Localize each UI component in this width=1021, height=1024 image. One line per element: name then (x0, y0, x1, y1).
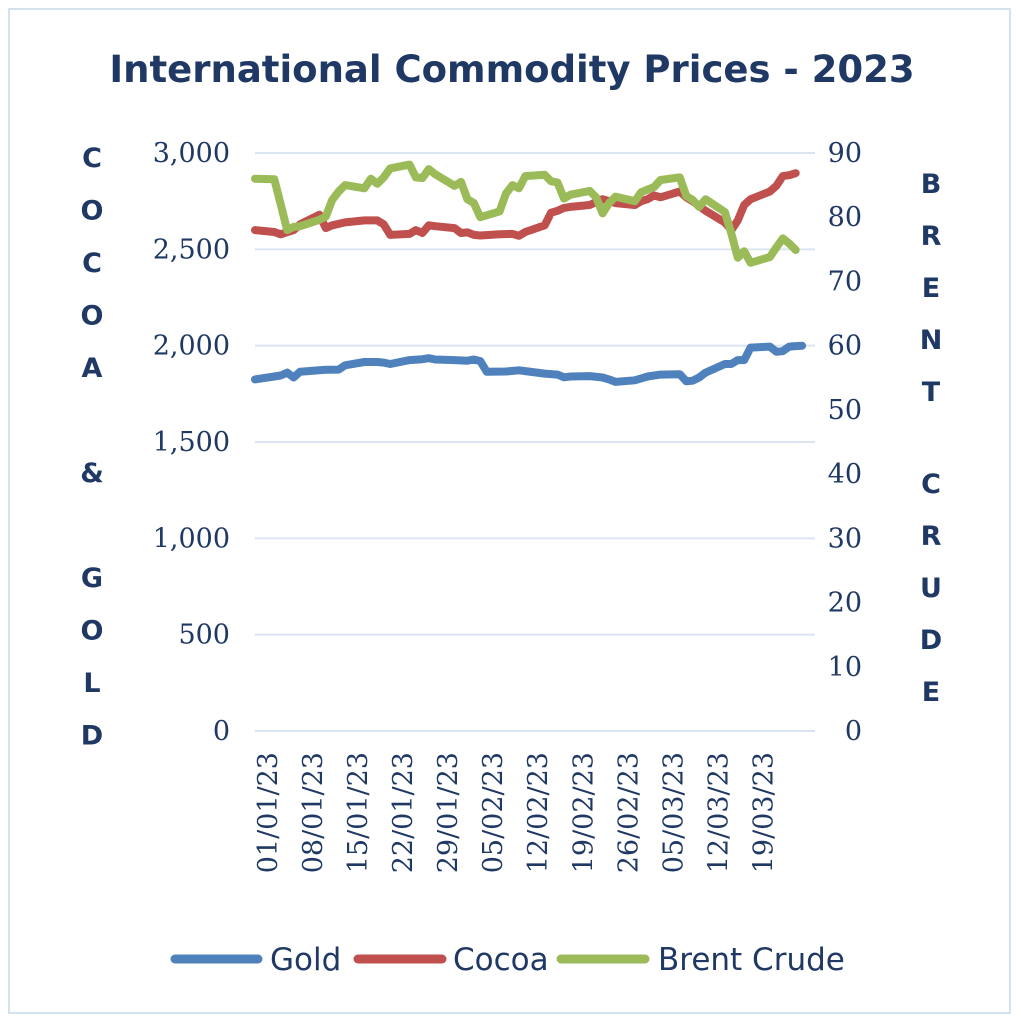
axis-title-letter: D (920, 625, 942, 656)
x-tick-label: 26/02/23 (613, 752, 644, 873)
left-tick-label: 2,500 (153, 234, 230, 265)
right-axis-ticks: 0 10 20 30 40 50 60 70 80 90 (828, 138, 862, 747)
left-tick-label: 1,000 (153, 523, 230, 554)
legend-label: Cocoa (453, 942, 549, 978)
axis-title-letter: E (922, 273, 940, 304)
left-tick-label: 1,500 (153, 427, 230, 458)
axis-title-letter: T (922, 377, 941, 408)
x-tick-label: 05/02/23 (478, 752, 509, 873)
x-tick-label: 01/01/23 (253, 752, 284, 873)
right-tick-label: 90 (828, 138, 862, 169)
axis-title-letter: R (921, 221, 942, 252)
axis-title-letter: O (81, 616, 104, 647)
legend: Gold Cocoa Brent Crude (170, 942, 845, 978)
axis-title-letter: D (81, 721, 103, 752)
x-tick-label: 08/01/23 (298, 752, 329, 873)
legend-label: Brent Crude (658, 942, 845, 978)
right-tick-label: 50 (828, 395, 862, 426)
left-tick-label: 3,000 (153, 138, 230, 169)
right-tick-label: 0 (845, 716, 862, 747)
axis-title-letter: O (81, 196, 104, 227)
gridlines (255, 152, 815, 732)
legend-label: Gold (270, 942, 341, 978)
right-tick-label: 40 (828, 459, 862, 490)
left-tick-label: 0 (213, 716, 230, 747)
right-tick-label: 30 (828, 523, 862, 554)
axis-title-letter: U (920, 573, 942, 604)
axis-title-letter: O (81, 301, 104, 332)
x-tick-label: 19/02/23 (568, 752, 599, 873)
axis-title-letter: C (82, 248, 102, 279)
axis-title-letter: B (921, 169, 942, 200)
axis-title-letter: A (82, 353, 103, 384)
axis-title-letter: L (83, 668, 100, 699)
axis-title-letter: E (922, 677, 940, 708)
x-tick-label: 05/03/23 (658, 752, 689, 873)
axis-title-letter: N (920, 325, 943, 356)
x-tick-label: 29/01/23 (433, 752, 464, 873)
x-tick-label: 19/03/23 (749, 752, 780, 873)
x-tick-label: 12/03/23 (703, 752, 734, 873)
right-tick-label: 20 (828, 588, 862, 619)
x-tick-label: 15/01/23 (343, 752, 374, 873)
series-line-gold (251, 341, 807, 386)
x-tick-label: 12/02/23 (523, 752, 554, 873)
axis-title-letter: R (921, 521, 942, 552)
right-tick-label: 70 (828, 266, 862, 297)
axis-title-letter: C (82, 143, 102, 174)
series-line-brent-crude (251, 160, 800, 267)
left-tick-label: 2,000 (153, 331, 230, 362)
axis-title-letter: & (80, 458, 104, 489)
series-lines (251, 160, 807, 386)
left-tick-label: 500 (178, 620, 230, 651)
right-tick-label: 60 (828, 331, 862, 362)
x-tick-label: 22/01/23 (388, 752, 419, 873)
chart-title: International Commodity Prices - 2023 (109, 48, 914, 91)
axis-title-letter: G (81, 563, 103, 594)
chart-frame (8, 8, 1011, 1014)
right-tick-label: 10 (828, 652, 862, 683)
left-axis-ticks: 0 500 1,000 1,500 2,000 2,500 3,000 (153, 138, 230, 747)
axis-title-letter: C (921, 469, 941, 500)
x-axis-ticks: 01/01/23 08/01/23 15/01/23 22/01/23 29/01/23… (253, 752, 780, 873)
right-tick-label: 80 (828, 202, 862, 233)
